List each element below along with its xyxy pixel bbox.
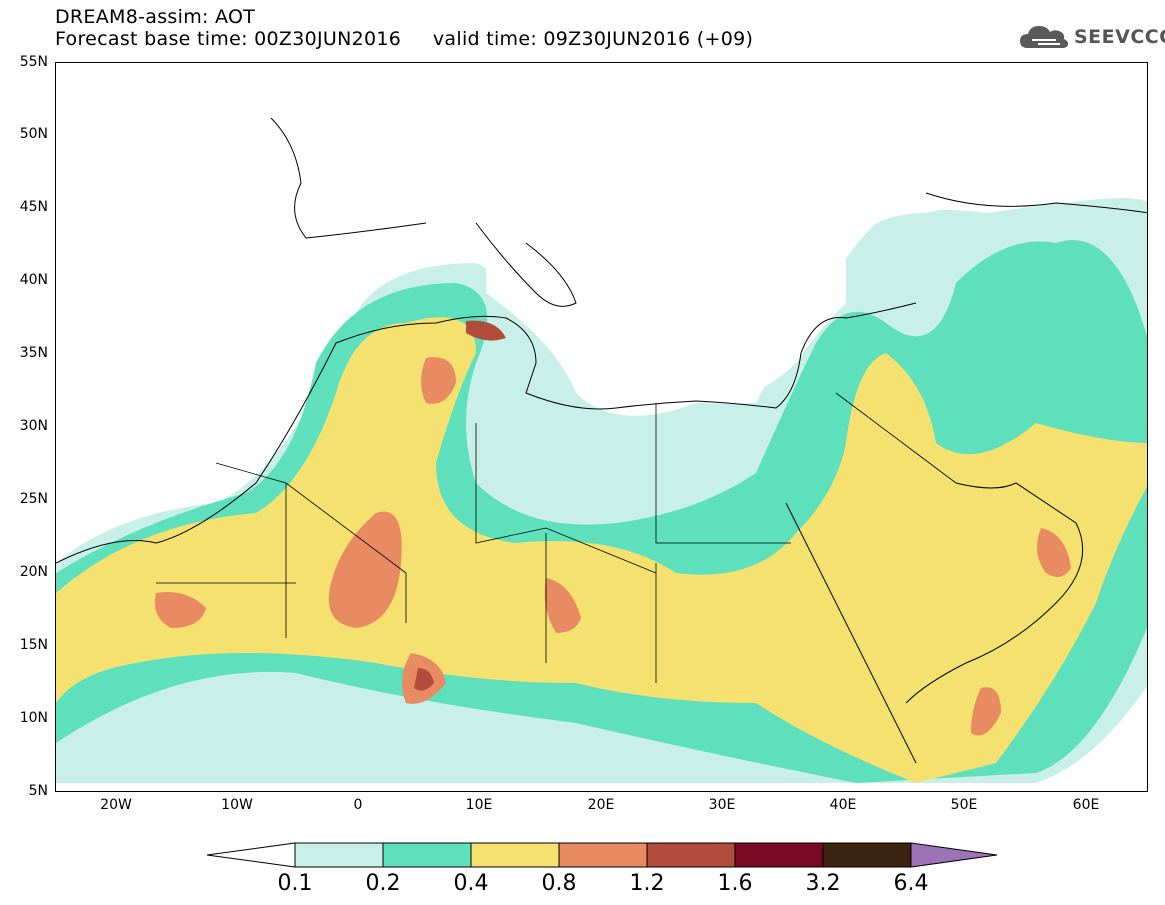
seevccc-logo: SEEVCCC — [1018, 22, 1165, 52]
legend-label: 1.2 — [629, 871, 665, 896]
legend-swatch — [382, 842, 472, 868]
aot-contour-0.8-g — [971, 687, 1001, 736]
forecast-time-line: Forecast base time: 00Z30JUN2016 valid t… — [55, 28, 754, 50]
lon-label: 20W — [100, 797, 132, 813]
legend-label: 3.2 — [805, 871, 841, 896]
aot-contour-0.8-a — [328, 511, 402, 628]
cloud-icon — [1020, 26, 1069, 48]
lat-label: 35N — [19, 345, 48, 361]
chart-title: DREAM8-assim: AOT — [55, 6, 256, 28]
lat-label: 55N — [19, 54, 48, 70]
chart-header: DREAM8-assim: AOT Forecast base time: 00… — [55, 6, 753, 50]
legend-label: 6.4 — [893, 871, 929, 896]
legend-swatch — [470, 842, 560, 868]
coastlines — [56, 117, 1147, 764]
aot-color-legend — [207, 842, 998, 868]
legend-over-arrow — [910, 842, 998, 868]
lon-label: 40E — [829, 797, 857, 813]
lon-label: 0 — [353, 797, 363, 813]
lon-label: 10W — [221, 797, 253, 813]
lat-label: 10N — [19, 710, 48, 726]
legend-swatch — [734, 842, 824, 868]
lat-label: 20N — [19, 564, 48, 580]
aot-contour-0.8-f — [1037, 528, 1071, 577]
aot-contour-1.2 — [414, 668, 434, 691]
aot-contour-0.8-e — [421, 357, 456, 404]
lon-label: 10E — [465, 797, 493, 813]
legend-swatch — [822, 842, 912, 868]
legend-label: 1.6 — [717, 871, 753, 896]
lat-label: 45N — [19, 199, 48, 215]
legend-swatch — [558, 842, 648, 868]
legend-under-arrow — [207, 842, 296, 868]
country-borders — [156, 392, 957, 683]
lon-label: 30E — [708, 797, 736, 813]
lon-label: 50E — [950, 797, 978, 813]
legend-label: 0.2 — [365, 871, 401, 896]
legend-label: 0.8 — [541, 871, 577, 896]
logo-text: SEEVCCC — [1074, 26, 1165, 48]
legend-label: 0.1 — [277, 871, 313, 896]
lat-label: 15N — [19, 637, 48, 653]
aot-contour-0.8-c — [544, 578, 581, 633]
legend-label: 0.4 — [453, 871, 489, 896]
legend-swatch — [294, 842, 384, 868]
legend-swatch — [646, 842, 736, 868]
lat-label: 25N — [19, 491, 48, 507]
lat-label: 30N — [19, 418, 48, 434]
aot-contour-0.4 — [56, 317, 1147, 783]
aot-map — [55, 62, 1148, 792]
lat-label: 40N — [19, 272, 48, 288]
lat-label: 50N — [19, 126, 48, 142]
aot-contour-1.2-b — [466, 320, 506, 341]
north-clear — [226, 63, 1147, 313]
lon-label: 60E — [1072, 797, 1100, 813]
aot-map-canvas — [56, 63, 1147, 791]
lon-label: 20E — [587, 797, 615, 813]
lat-label: 5N — [28, 783, 48, 799]
aot-contour-0.8-b — [155, 592, 206, 628]
